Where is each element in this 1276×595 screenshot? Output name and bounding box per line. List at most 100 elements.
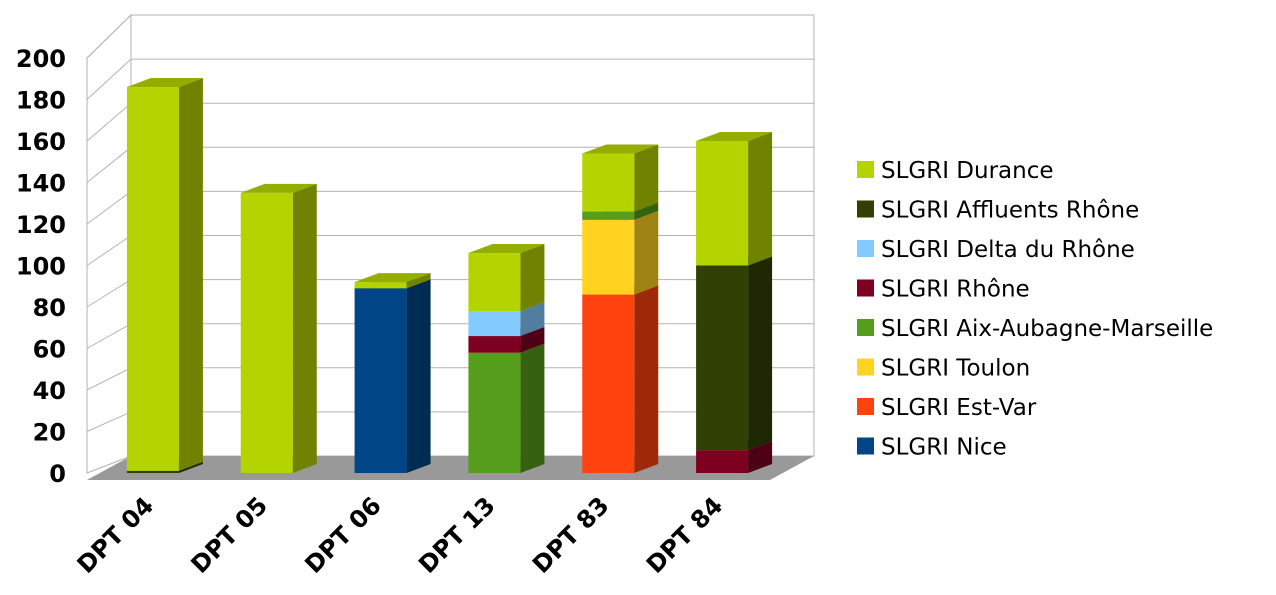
bar-side-face (178, 461, 203, 473)
bar-top-face (240, 183, 317, 193)
y-tick-label: 40 (33, 377, 66, 405)
gridline-side (86, 14, 132, 59)
bar-front-face (582, 211, 635, 220)
bar-front-face (696, 141, 749, 266)
bar-front-face (240, 192, 293, 473)
bar-segment-dpt-05-slgri-durance (240, 183, 317, 473)
bar-front-face (468, 253, 521, 312)
bar-front-face (354, 282, 407, 289)
bar-segment-dpt-13-slgri-durance (468, 244, 545, 312)
bar-top-face (126, 78, 203, 88)
bar-side-face (634, 144, 659, 212)
gridline-side (86, 102, 132, 142)
bar-segment-dpt-04-slgri-durance (126, 78, 203, 471)
bar-side-face (634, 202, 659, 220)
bar-side-face (178, 78, 203, 471)
legend-swatch (857, 200, 874, 218)
x-tick-label: DPT 05 (186, 491, 273, 578)
legend-label: SLGRI Durance (881, 158, 1054, 184)
bar-front-face (126, 87, 179, 471)
chart-legend: SLGRI Durance SLGRI Affluents Rhône SLGRI … (857, 158, 1213, 461)
legend-label: SLGRI Rhône (881, 277, 1030, 303)
legend-item-slgri-est-var: SLGRI Est-Var (857, 395, 1037, 421)
legend-item-slgri-rhone: SLGRI Rhône (857, 277, 1030, 303)
chart-bars (126, 78, 773, 473)
gridline-side (86, 190, 132, 225)
bar-front-face (354, 288, 407, 473)
legend-item-slgri-aix-aubagne-marseille: SLGRI Aix-Aubagne-Marseille (857, 316, 1213, 342)
legend-item-slgri-nice: SLGRI Nice (857, 435, 1007, 461)
bar-side-face (292, 183, 317, 473)
bar-segment-dpt-83-slgri-toulon (582, 210, 659, 295)
bar-segment-dpt-84-slgri-affluents-rhone (696, 256, 773, 451)
bar-front-face (696, 450, 749, 473)
bar-side-face (748, 441, 773, 473)
bar-front-face (468, 352, 521, 473)
gridline-side (86, 279, 132, 308)
x-tick-label: DPT 13 (413, 491, 500, 578)
x-tick-label: DPT 83 (527, 491, 614, 578)
y-tick-label: 160 (16, 128, 66, 156)
bar-side-face (748, 256, 773, 451)
legend-item-slgri-delta-du-rhone: SLGRI Delta du Rhône (857, 237, 1135, 263)
side-wall (86, 13, 132, 474)
bar-segment-dpt-84-slgri-durance (696, 132, 773, 266)
legend-label: SLGRI Nice (881, 435, 1007, 461)
legend-item-slgri-affluents-rhone: SLGRI Affluents Rhône (857, 198, 1139, 224)
legend-label: SLGRI Affluents Rhône (881, 198, 1139, 224)
y-tick-label: 80 (33, 294, 66, 322)
bar-front-face (468, 336, 521, 353)
legend-swatch (857, 279, 874, 297)
bar-side-face (520, 244, 545, 312)
bar-side-face (520, 343, 545, 473)
bar-side-face (634, 210, 659, 295)
bar-side-face (520, 302, 545, 337)
bar-segment-dpt-83-slgri-est-var (582, 285, 659, 473)
bar-front-face (582, 294, 635, 473)
y-tick-label: 180 (16, 87, 66, 115)
bar-top-face (696, 132, 773, 141)
y-tick-label: 200 (16, 45, 66, 73)
bar-front-face (126, 470, 179, 473)
bar-segment-dpt-13-slgri-aix-aubagne-marseille (468, 343, 545, 473)
bar-front-face (582, 153, 635, 212)
bar-front-face (582, 219, 635, 295)
legend-item-slgri-toulon: SLGRI Toulon (857, 356, 1030, 382)
legend-label: SLGRI Toulon (881, 356, 1030, 382)
bar-segment-dpt-06-slgri-nice (354, 279, 431, 473)
bar-side-face (406, 279, 431, 473)
y-tick-label: 60 (33, 336, 66, 364)
legend-swatch (857, 437, 874, 455)
legend-label: SLGRI Aix-Aubagne-Marseille (881, 316, 1213, 342)
bar-side-face (634, 285, 659, 473)
legend-label: SLGRI Delta du Rhône (881, 237, 1135, 263)
bar-segment-dpt-06-slgri-durance (354, 273, 431, 289)
y-tick-label: 20 (33, 419, 66, 447)
y-tick-label: 120 (16, 211, 66, 239)
legend-swatch (857, 161, 874, 178)
bar-front-face (696, 265, 749, 451)
bar-side-face (520, 327, 545, 353)
gridline-side (86, 323, 132, 349)
legend-label: SLGRI Est-Var (881, 395, 1037, 421)
y-tick-label: 100 (16, 253, 66, 281)
bar-top-face (468, 244, 545, 254)
x-tick-label: DPT 04 (72, 491, 159, 578)
legend-swatch (857, 319, 874, 336)
bar-top-face (354, 273, 431, 283)
bar-front-face (468, 311, 521, 337)
gridline-side (86, 146, 132, 183)
gridline-side (86, 235, 132, 266)
bar-top-face (582, 144, 659, 154)
gridline-side (86, 58, 132, 100)
bar-side-face (748, 132, 773, 266)
y-tick-label: 140 (16, 170, 66, 198)
bar-segment-dpt-83-slgri-durance (582, 144, 659, 212)
x-tick-label: DPT 84 (641, 491, 728, 578)
y-tick-label: 0 (49, 460, 66, 488)
legend-swatch (857, 358, 874, 376)
legend-swatch (857, 240, 874, 257)
x-axis-labels: DPT 04 DPT 05 DPT 06 DPT 13 DPT 83 DPT 84 (72, 491, 729, 578)
bar-side-face (406, 273, 431, 289)
